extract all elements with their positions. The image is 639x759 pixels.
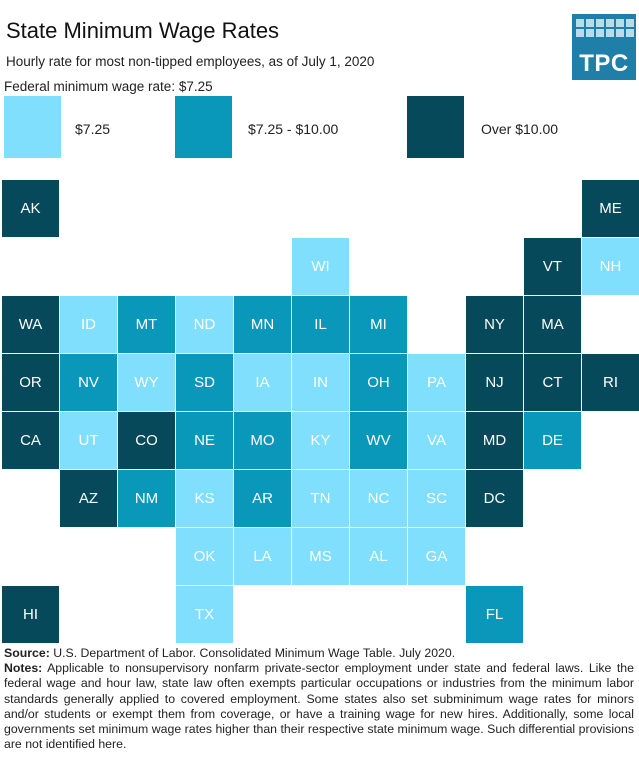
state-tile: HI bbox=[2, 586, 59, 643]
footer: Source: U.S. Department of Labor. Consol… bbox=[4, 646, 634, 752]
state-tile: DE bbox=[524, 412, 581, 469]
state-tile: MD bbox=[466, 412, 523, 469]
source-text: U.S. Department of Labor. Consolidated M… bbox=[53, 646, 456, 660]
logo-square bbox=[586, 19, 594, 27]
state-tile: PA bbox=[408, 354, 465, 411]
state-tile: NC bbox=[350, 470, 407, 527]
state-tile: NY bbox=[466, 296, 523, 353]
logo-text: TPC bbox=[579, 50, 629, 77]
notes-text: Applicable to nonsupervisory nonfarm pri… bbox=[4, 661, 634, 752]
logo-square bbox=[616, 19, 624, 27]
logo-square bbox=[586, 29, 594, 37]
state-tile: KY bbox=[292, 412, 349, 469]
state-tile: NE bbox=[176, 412, 233, 469]
logo-square bbox=[606, 19, 614, 27]
logo: TPC bbox=[572, 14, 636, 80]
state-tile: CA bbox=[2, 412, 59, 469]
state-tile: ME bbox=[582, 180, 639, 237]
legend-swatch bbox=[175, 96, 232, 158]
logo-square bbox=[616, 29, 624, 37]
state-tile: MI bbox=[350, 296, 407, 353]
source-label: Source: bbox=[4, 646, 50, 660]
state-tile: WY bbox=[118, 354, 175, 411]
logo-square bbox=[576, 29, 584, 37]
state-tile: WV bbox=[350, 412, 407, 469]
state-tile: WI bbox=[292, 238, 349, 295]
state-tile: IL bbox=[292, 296, 349, 353]
legend-swatch bbox=[4, 96, 61, 158]
legend-swatch bbox=[407, 96, 464, 158]
logo-square bbox=[626, 19, 634, 27]
state-tile: ND bbox=[176, 296, 233, 353]
state-tile: MN bbox=[234, 296, 291, 353]
state-tile: SD bbox=[176, 354, 233, 411]
state-tile: VA bbox=[408, 412, 465, 469]
legend-label: $7.25 - $10.00 bbox=[248, 121, 339, 137]
state-tile: MO bbox=[234, 412, 291, 469]
state-tile: AZ bbox=[60, 470, 117, 527]
state-tile: DC bbox=[466, 470, 523, 527]
state-tile: NM bbox=[118, 470, 175, 527]
state-tile: ID bbox=[60, 296, 117, 353]
state-tile: IN bbox=[292, 354, 349, 411]
state-tile: AK bbox=[2, 180, 59, 237]
state-tile: OK bbox=[176, 528, 233, 585]
title: State Minimum Wage Rates bbox=[6, 18, 280, 43]
state-tile: NJ bbox=[466, 354, 523, 411]
state-tile: NH bbox=[582, 238, 639, 295]
logo-square bbox=[596, 29, 604, 37]
state-tile: KS bbox=[176, 470, 233, 527]
state-tile: RI bbox=[582, 354, 639, 411]
state-tile: AR bbox=[234, 470, 291, 527]
state-tile: NV bbox=[60, 354, 117, 411]
federal-note: Federal minimum wage rate: $7.25 bbox=[4, 79, 213, 94]
state-tile: OH bbox=[350, 354, 407, 411]
state-tile: VT bbox=[524, 238, 581, 295]
legend-label: Over $10.00 bbox=[481, 121, 559, 137]
state-tile: CT bbox=[524, 354, 581, 411]
logo-square bbox=[606, 29, 614, 37]
state-tile: MT bbox=[118, 296, 175, 353]
state-tile: MS bbox=[292, 528, 349, 585]
legend-label: $7.25 bbox=[75, 121, 111, 137]
state-tile: OR bbox=[2, 354, 59, 411]
state-tile: TX bbox=[176, 586, 233, 643]
state-tile: TN bbox=[292, 470, 349, 527]
state-tile: CO bbox=[118, 412, 175, 469]
state-tile: AL bbox=[350, 528, 407, 585]
state-tile: WA bbox=[2, 296, 59, 353]
state-tile: LA bbox=[234, 528, 291, 585]
notes: Notes: Applicable to nonsupervisory nonf… bbox=[4, 661, 634, 752]
state-tile: UT bbox=[60, 412, 117, 469]
notes-label: Notes: bbox=[4, 661, 43, 676]
state-tile: GA bbox=[408, 528, 465, 585]
logo-square bbox=[626, 29, 634, 37]
subtitle: Hourly rate for most non-tipped employee… bbox=[6, 54, 375, 69]
source: Source: U.S. Department of Labor. Consol… bbox=[4, 646, 634, 661]
logo-square bbox=[576, 19, 584, 27]
logo-square bbox=[596, 19, 604, 27]
state-tile: IA bbox=[234, 354, 291, 411]
state-tile: FL bbox=[466, 586, 523, 643]
state-tile: MA bbox=[524, 296, 581, 353]
state-tile: SC bbox=[408, 470, 465, 527]
